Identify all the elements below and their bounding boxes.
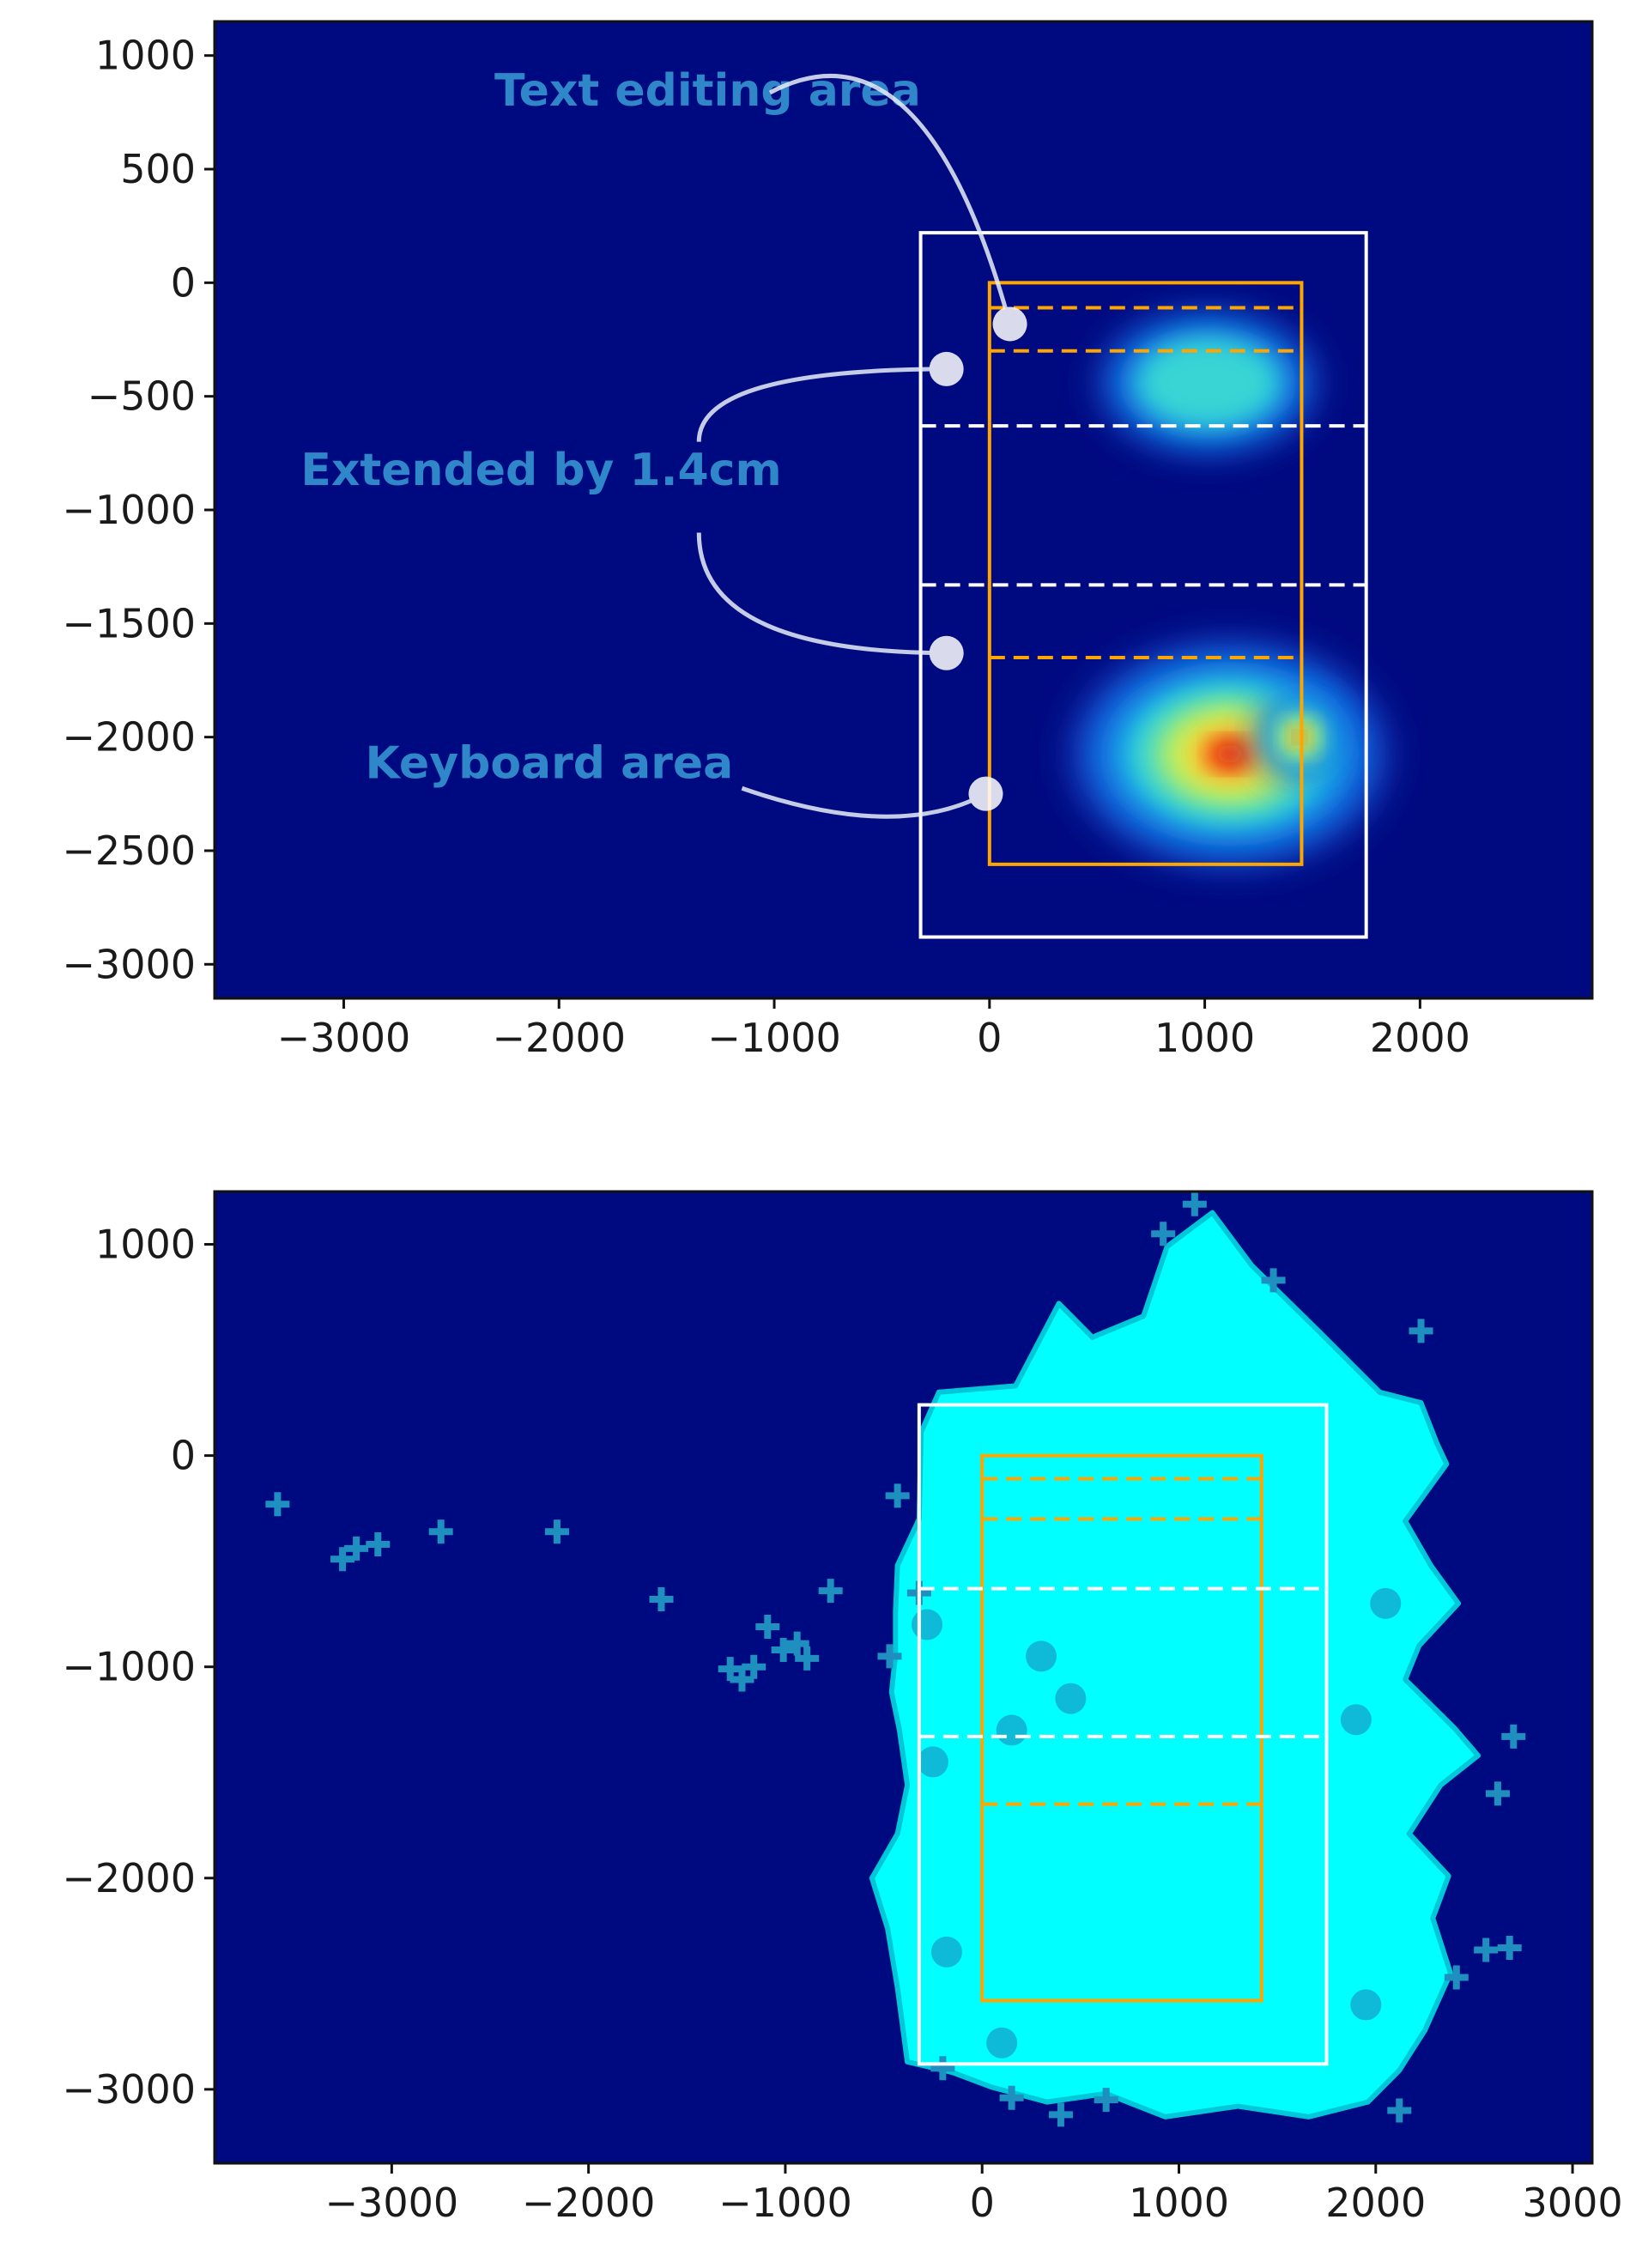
y-axis: 1000 500 0 −500 −1000 −1500 −2000 −2500 −3000 xyxy=(62,33,215,987)
data-point xyxy=(1497,1935,1522,1960)
y-tick-label: 1000 xyxy=(95,1222,196,1268)
x-tick-label: −2000 xyxy=(522,2180,656,2226)
cloud-speckle xyxy=(1340,1704,1372,1736)
x-tick-label: 0 xyxy=(977,1015,1002,1061)
cloud-speckle xyxy=(912,1609,943,1640)
data-point xyxy=(1409,1319,1433,1343)
x-tick-label: −3000 xyxy=(277,1015,411,1061)
y-tick-label: −3000 xyxy=(62,941,196,987)
extended-box xyxy=(917,1403,1329,2066)
data-point xyxy=(885,1483,910,1508)
annotations: Text editing area Extended by 1.4cm Keyboa… xyxy=(300,65,1027,819)
scatter-chart: −3000 −2000 −1000 0 1000 2000 3000 10000−1000−… xyxy=(62,1190,1623,2226)
data-point xyxy=(755,1614,780,1639)
x-tick-label: −3000 xyxy=(325,2180,459,2226)
data-point xyxy=(730,1667,754,1692)
data-point xyxy=(1094,2088,1118,2113)
cloud-speckle xyxy=(996,1714,1027,1746)
data-point xyxy=(877,1644,902,1669)
x-tick-label: 1000 xyxy=(1129,2180,1229,2226)
y-tick-label: 1000 xyxy=(95,33,196,79)
region-boxes xyxy=(918,231,1368,939)
data-point xyxy=(999,2085,1024,2110)
data-point xyxy=(1474,1938,1499,1962)
data-point xyxy=(428,1519,453,1544)
data-point xyxy=(649,1586,674,1611)
data-point xyxy=(1444,1965,1469,1990)
data-point xyxy=(1485,1781,1510,1806)
y-tick-label: −2000 xyxy=(62,714,196,761)
x-axis: −3000 −2000 −1000 0 1000 2000 xyxy=(277,998,1470,1061)
data-point xyxy=(1501,1724,1526,1749)
cloud-speckle xyxy=(1026,1640,1057,1672)
annotation-arrow xyxy=(696,532,964,670)
data-point xyxy=(818,1579,843,1604)
data-point xyxy=(544,1519,569,1544)
heatmap-plot-area xyxy=(215,21,1592,998)
annotation-arrow xyxy=(741,776,1003,819)
cloud-speckle xyxy=(930,1936,962,1968)
y-tick-label: −500 xyxy=(88,373,196,420)
y-tick-label: 0 xyxy=(171,259,196,306)
y-tick-label: −1000 xyxy=(62,1644,196,1690)
screen-box xyxy=(987,281,1304,866)
data-point xyxy=(265,1492,290,1517)
keyboard-cluster-density xyxy=(1213,743,1246,766)
y-tick-label: −2500 xyxy=(62,828,196,874)
annotation-arrow xyxy=(768,74,1027,342)
y-tick-label: 500 xyxy=(120,146,196,192)
annotation-label: Text editing area xyxy=(494,65,921,117)
y-tick-label: −3000 xyxy=(62,2066,196,2113)
data-point xyxy=(344,1536,369,1561)
data-point xyxy=(366,1531,391,1556)
x-tick-label: 0 xyxy=(970,2180,995,2226)
annotation-label: Extended by 1.4cm xyxy=(300,445,781,496)
x-tick-label: 2000 xyxy=(1370,1015,1470,1061)
heatmap-chart: Text editing area Extended by 1.4cm Keyboa… xyxy=(62,20,1594,1061)
y-tick-label: −1500 xyxy=(62,600,196,646)
data-point xyxy=(1048,2102,1073,2127)
annotation-arrow xyxy=(696,351,964,442)
density-layer xyxy=(1072,314,1387,865)
data-point xyxy=(785,1631,809,1656)
y-tick-label: 0 xyxy=(171,1433,196,1479)
x-axis: −3000 −2000 −1000 0 1000 2000 3000 xyxy=(325,2163,1623,2226)
data-point xyxy=(930,2056,955,2081)
x-tick-label: −1000 xyxy=(707,1015,841,1061)
data-point xyxy=(1182,1192,1207,1216)
x-tick-label: 3000 xyxy=(1523,2180,1623,2226)
y-axis: 1000 0 −1000 −2000 −3000 xyxy=(62,1222,215,2113)
plot-frame xyxy=(213,1190,1594,2165)
y-tick-label: −2000 xyxy=(62,1855,196,1901)
x-tick-label: −1000 xyxy=(718,2180,852,2226)
x-tick-label: 1000 xyxy=(1154,1015,1255,1061)
y-tick-label: −1000 xyxy=(62,487,196,533)
cloud-speckle xyxy=(1370,1587,1402,1619)
x-tick-label: 2000 xyxy=(1325,2180,1426,2226)
region-boxes xyxy=(917,1403,1329,2066)
cloud-speckle xyxy=(986,2027,1018,2059)
cloud-speckle xyxy=(1350,1989,1382,2021)
data-point xyxy=(330,1547,355,1572)
data-point xyxy=(771,1638,796,1663)
text-editing-cluster-density xyxy=(1137,338,1279,428)
data-point xyxy=(1387,2098,1412,2123)
cloud-speckle xyxy=(917,1746,948,1778)
data-point xyxy=(1261,1268,1286,1293)
cloud-speckle xyxy=(1055,1683,1087,1714)
x-tick-label: −2000 xyxy=(492,1015,626,1061)
data-point xyxy=(742,1654,766,1679)
data-point xyxy=(1151,1222,1176,1246)
data-point xyxy=(795,1646,820,1671)
annotation-label: Keyboard area xyxy=(366,737,734,789)
screen-box xyxy=(980,1453,1263,2003)
outlier-points xyxy=(265,1192,1526,2127)
